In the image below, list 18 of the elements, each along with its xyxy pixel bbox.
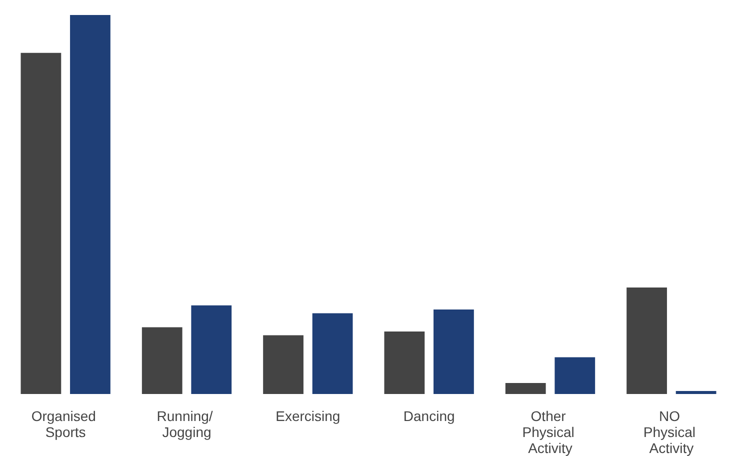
bar — [554, 357, 596, 394]
x-tick-label: Running/ Jogging — [156, 408, 217, 440]
bar — [434, 309, 474, 394]
x-tick-label: Exercising — [276, 408, 340, 424]
bar — [505, 383, 546, 394]
bar — [191, 305, 232, 394]
x-tick-label: Organised Sports — [31, 408, 100, 440]
bar — [70, 15, 110, 394]
bar — [384, 331, 425, 394]
x-tick-label: Dancing — [403, 408, 455, 424]
bar — [20, 52, 62, 394]
bar — [676, 390, 716, 394]
bar — [263, 335, 304, 394]
x-tick-label: Other Physical Activity — [522, 408, 578, 456]
bar — [142, 327, 182, 394]
bar — [626, 288, 667, 394]
bar — [312, 313, 353, 394]
x-tick-label: NO Physical Activity — [643, 408, 700, 456]
